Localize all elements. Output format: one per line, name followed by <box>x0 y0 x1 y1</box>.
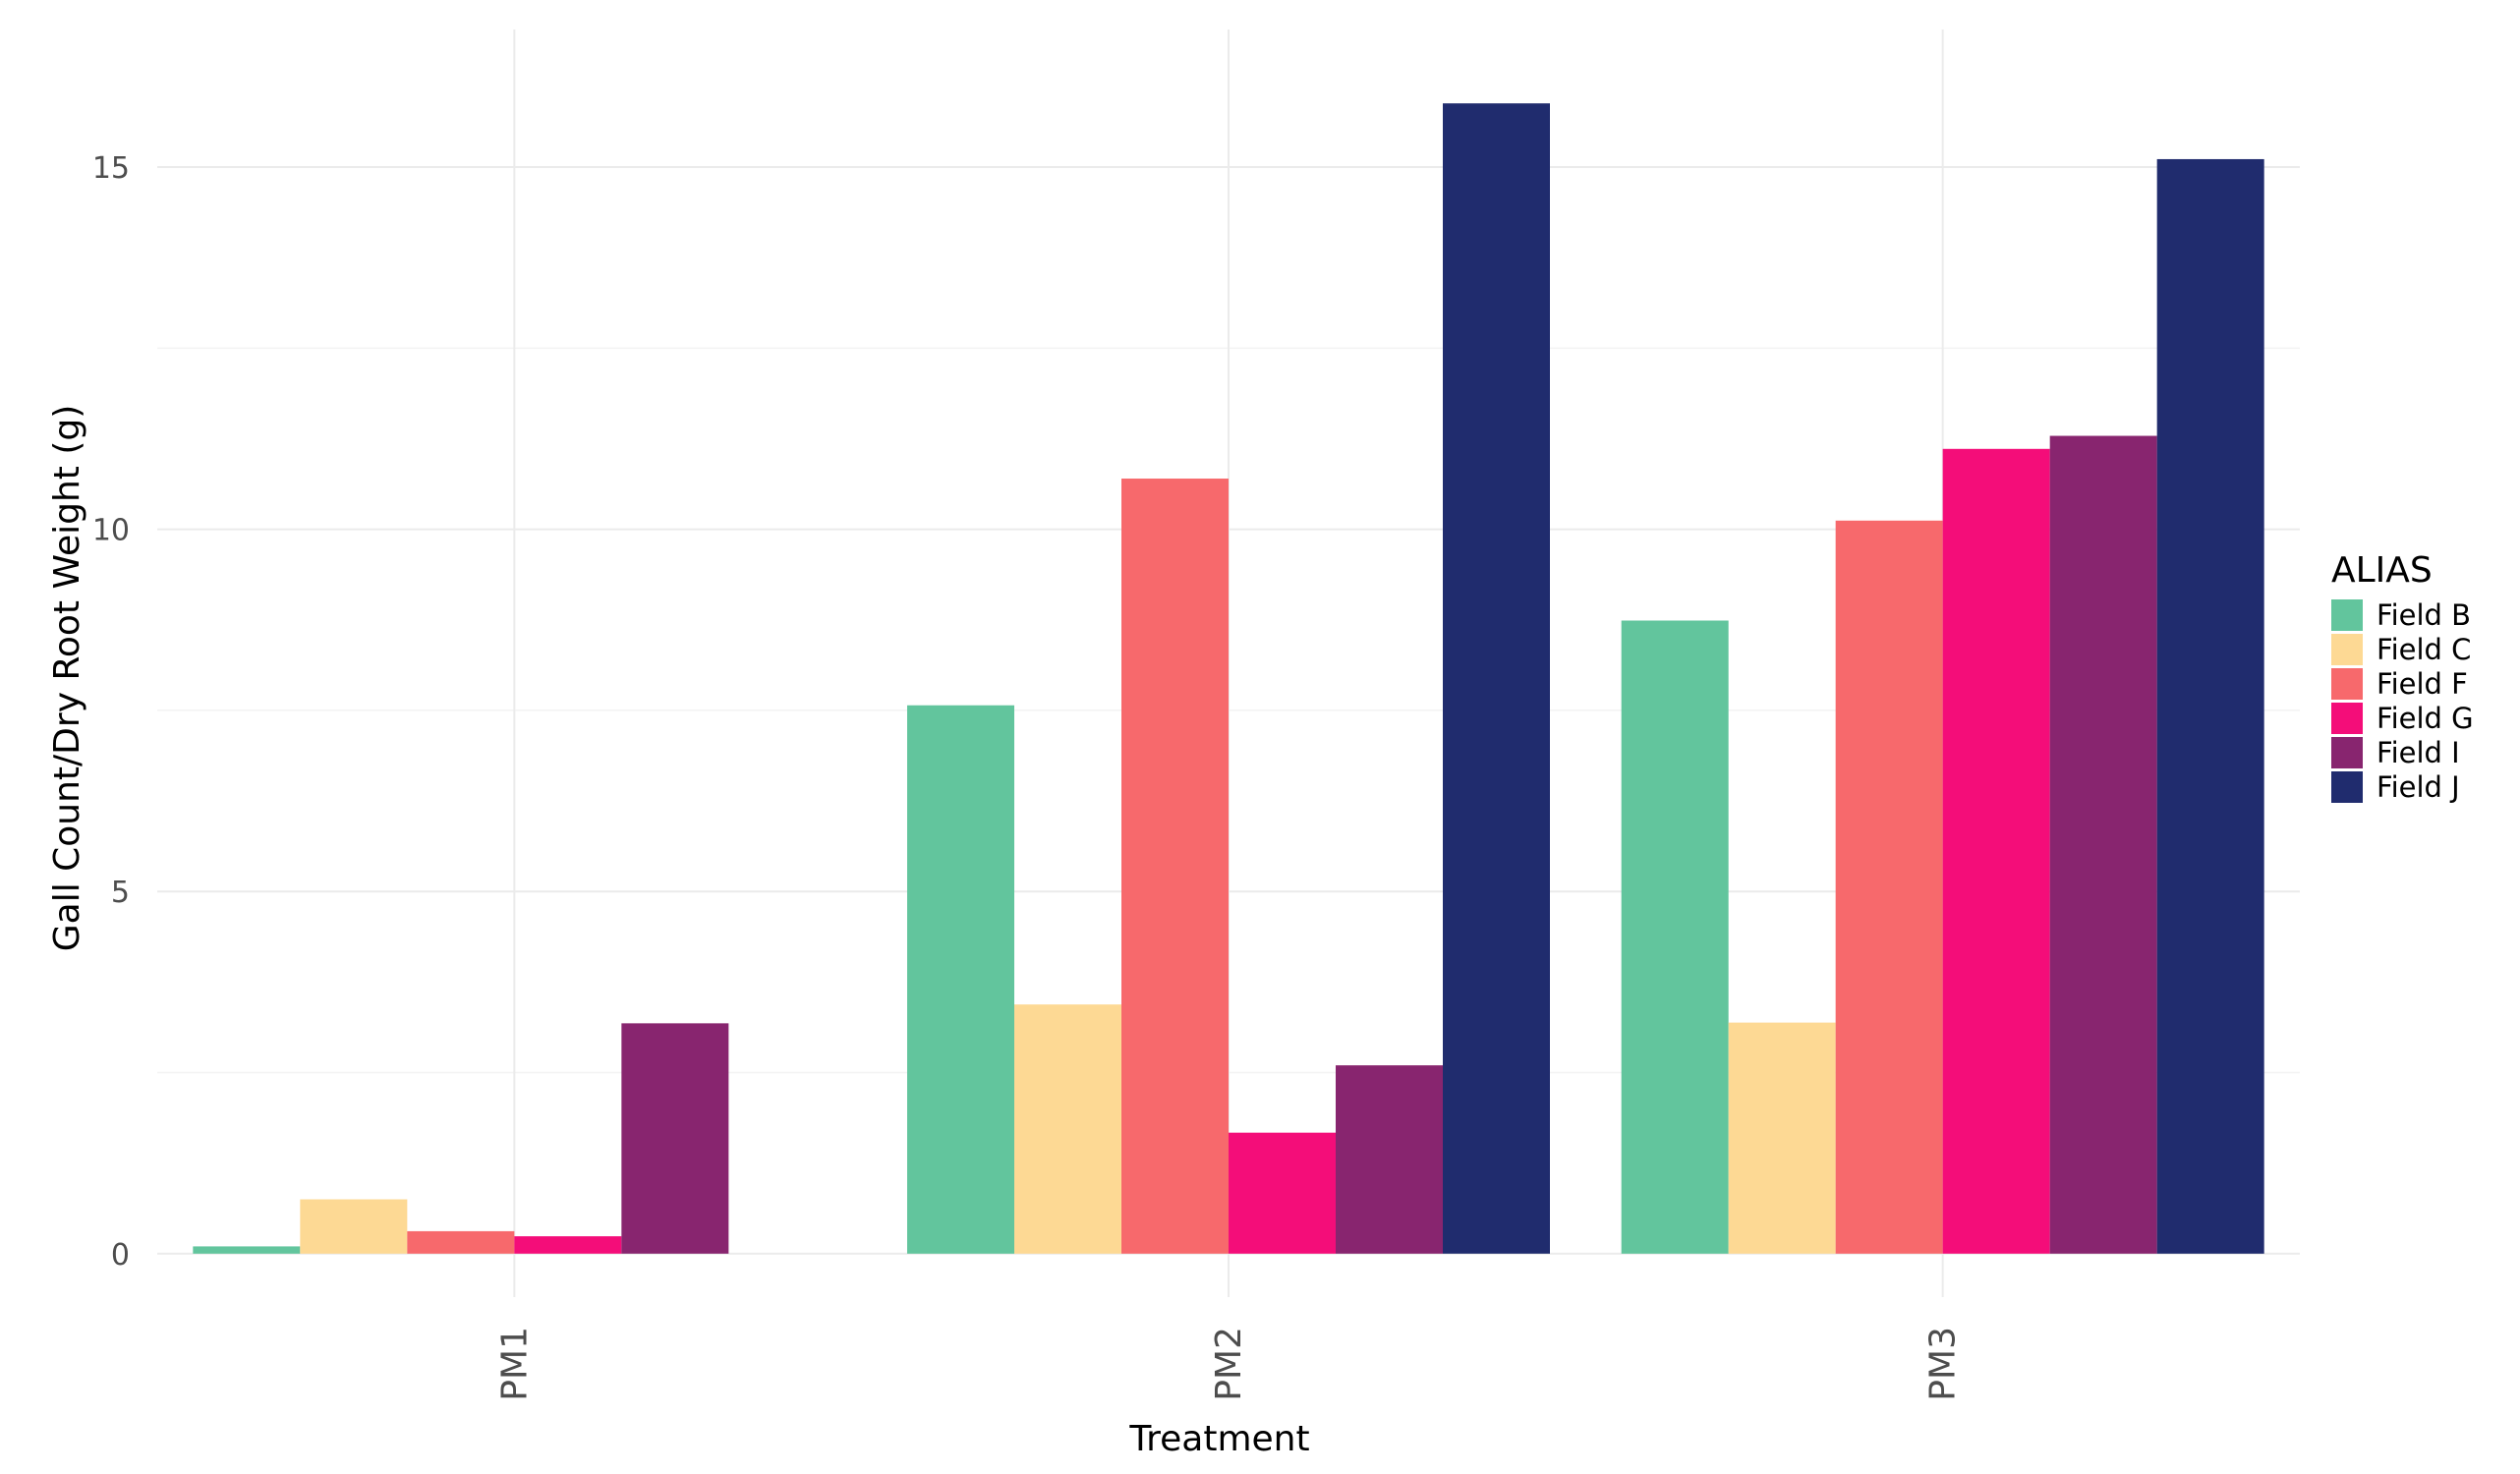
legend-swatch <box>2331 668 2363 700</box>
bar <box>2049 435 2157 1254</box>
x-axis-ticks: PM1 PM2 PM3 <box>494 1327 1963 1401</box>
bar <box>1336 1065 1443 1254</box>
bar <box>2156 158 2264 1254</box>
y-axis-ticks: 0 5 10 15 <box>92 151 130 1273</box>
x-tick-label: PM3 <box>1923 1327 1964 1401</box>
bar <box>193 1246 301 1254</box>
bar <box>407 1230 515 1254</box>
x-axis-title: Treatment <box>1128 1419 1309 1459</box>
bar <box>1014 1004 1121 1254</box>
bar <box>514 1236 622 1254</box>
y-axis-title: Gall Count/Dry Root Weight (g) <box>47 405 87 952</box>
x-tick-label: PM2 <box>1209 1327 1249 1401</box>
legend-label: Field F <box>2377 667 2468 701</box>
bar <box>1835 520 1943 1254</box>
x-tick-label: PM1 <box>494 1327 535 1401</box>
legend-label: Field C <box>2377 633 2471 666</box>
legend-swatch <box>2331 599 2363 631</box>
bar <box>907 705 1014 1254</box>
legend-label: Field G <box>2377 702 2474 735</box>
legend-swatch <box>2331 771 2363 803</box>
y-tick-label: 5 <box>111 876 130 910</box>
bar <box>1121 479 1229 1254</box>
bar <box>1728 1022 1836 1254</box>
legend-label: Field I <box>2377 736 2460 769</box>
legend-title: ALIAS <box>2331 550 2433 591</box>
legend-swatch <box>2331 703 2363 734</box>
bars <box>193 103 2264 1254</box>
bar <box>1229 1132 1336 1254</box>
y-tick-label: 10 <box>92 514 130 548</box>
y-tick-label: 15 <box>92 151 130 186</box>
bar <box>621 1023 729 1254</box>
bar <box>1621 620 1729 1254</box>
legend-label: Field B <box>2377 598 2471 632</box>
bar <box>300 1199 408 1254</box>
legend-swatch <box>2331 737 2363 768</box>
bar <box>1942 448 2050 1254</box>
y-tick-label: 0 <box>111 1238 130 1273</box>
bar <box>1443 103 1550 1254</box>
legend-label: Field J <box>2377 770 2460 804</box>
legend-swatch <box>2331 634 2363 665</box>
